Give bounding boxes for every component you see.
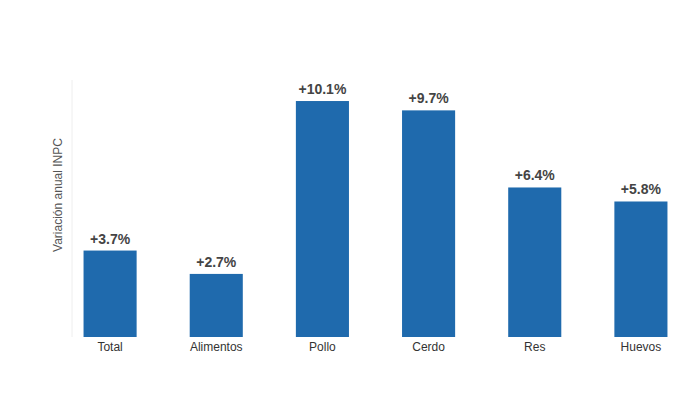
x-tick-label: Cerdo [412, 340, 445, 354]
x-tick-label: Alimentos [190, 340, 243, 354]
chart-container: +3.7% +2.7% +10.1% +9.7% +6.4% +5.8% Total Alim… [0, 0, 700, 400]
data-label: +6.4% [515, 167, 556, 183]
data-label: +5.8% [621, 181, 662, 197]
baseline [83, 337, 669, 338]
data-label: +9.7% [409, 90, 450, 106]
y-axis-label: Variación anual INPC [51, 138, 65, 252]
bar [190, 274, 243, 337]
data-label: +3.7% [90, 231, 131, 247]
x-tick-label: Pollo [309, 340, 336, 354]
bar [508, 187, 561, 337]
x-tick-label: Total [97, 340, 122, 354]
bar [614, 201, 667, 337]
x-tick-label: Res [524, 340, 545, 354]
chart-svg: +3.7% +2.7% +10.1% +9.7% +6.4% +5.8% Total Alim… [0, 0, 700, 400]
bar [296, 101, 349, 337]
x-tick-label: Huevos [621, 340, 662, 354]
y-axis-line [72, 80, 73, 337]
bar [402, 110, 455, 337]
data-label: +10.1% [298, 81, 346, 97]
bar [84, 251, 137, 337]
bars [84, 101, 668, 337]
data-label: +2.7% [196, 254, 237, 270]
